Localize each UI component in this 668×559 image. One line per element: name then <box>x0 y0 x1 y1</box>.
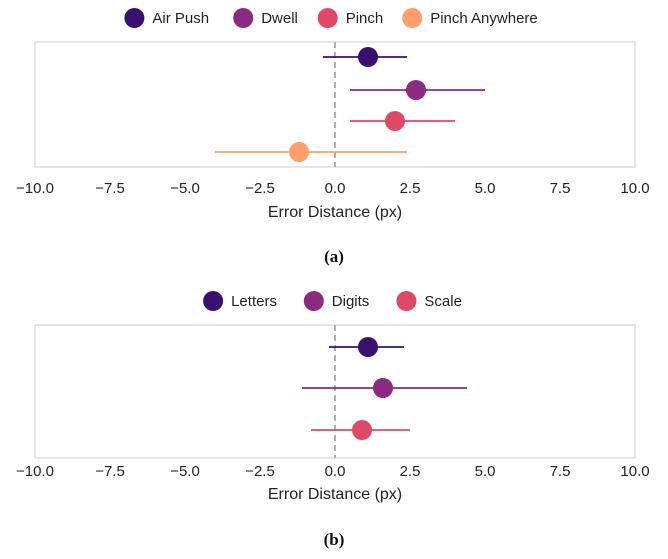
x-tick-label: 10.0 <box>620 463 649 480</box>
x-tick-label: 5.0 <box>475 180 496 197</box>
legend-marker-pinch <box>317 8 338 28</box>
point-letters <box>358 337 378 357</box>
x-tick-label: −7.5 <box>95 463 125 480</box>
legend-label-pinch-anywhere: Pinch Anywhere <box>430 10 538 27</box>
point-digits <box>373 378 393 398</box>
x-tick-label: −7.5 <box>95 180 125 197</box>
x-tick-label: 0.0 <box>325 180 346 197</box>
legend-label-pinch: Pinch <box>346 10 384 27</box>
legend-marker-air-push <box>124 8 145 28</box>
legend-label-dwell: Dwell <box>261 10 298 27</box>
x-tick-label: 7.5 <box>550 463 571 480</box>
legend-label-scale: Scale <box>424 293 462 310</box>
point-dwell <box>406 80 426 100</box>
x-tick-label: 2.5 <box>400 463 421 480</box>
legend-label-air-push: Air Push <box>152 10 209 27</box>
panel-caption: (a) <box>324 247 344 266</box>
x-tick-label: −5.0 <box>170 463 200 480</box>
x-tick-label: 2.5 <box>400 180 421 197</box>
x-axis-label: Error Distance (px) <box>268 204 402 221</box>
legend-marker-digits <box>303 291 324 311</box>
point-pinch-anywhere <box>289 142 309 162</box>
legend-marker-pinch-anywhere <box>402 8 423 28</box>
chart-panel-b: Letters Digits Scale −10.0 −7.5 −5.0 −2.5 0.0 2.… <box>16 291 650 549</box>
legend-marker-letters <box>203 291 224 311</box>
legend: Letters Digits Scale <box>203 291 462 311</box>
point-air-push <box>358 47 378 67</box>
legend-marker-dwell <box>233 8 254 28</box>
x-tick-label: −5.0 <box>170 180 200 197</box>
x-tick-label: −10.0 <box>16 463 54 480</box>
x-tick-label: −10.0 <box>16 180 54 197</box>
x-tick-label: 10.0 <box>620 180 649 197</box>
x-tick-label: 5.0 <box>475 463 496 480</box>
panel-caption: (b) <box>324 530 345 549</box>
point-scale <box>352 420 372 440</box>
x-tick-label: −2.5 <box>245 463 275 480</box>
x-tick-label: −2.5 <box>245 180 275 197</box>
point-pinch <box>385 111 405 131</box>
legend: Air Push Dwell Pinch Pinch Anywhere <box>124 8 538 28</box>
legend-label-letters: Letters <box>231 293 277 310</box>
x-tick-label: 7.5 <box>550 180 571 197</box>
chart-panel-a: Air Push Dwell Pinch Pinch Anywhere −10.0 −7.… <box>16 8 650 266</box>
legend-marker-scale <box>396 291 417 311</box>
x-tick-label: 0.0 <box>325 463 346 480</box>
legend-label-digits: Digits <box>332 293 370 310</box>
x-axis-label: Error Distance (px) <box>268 486 402 503</box>
